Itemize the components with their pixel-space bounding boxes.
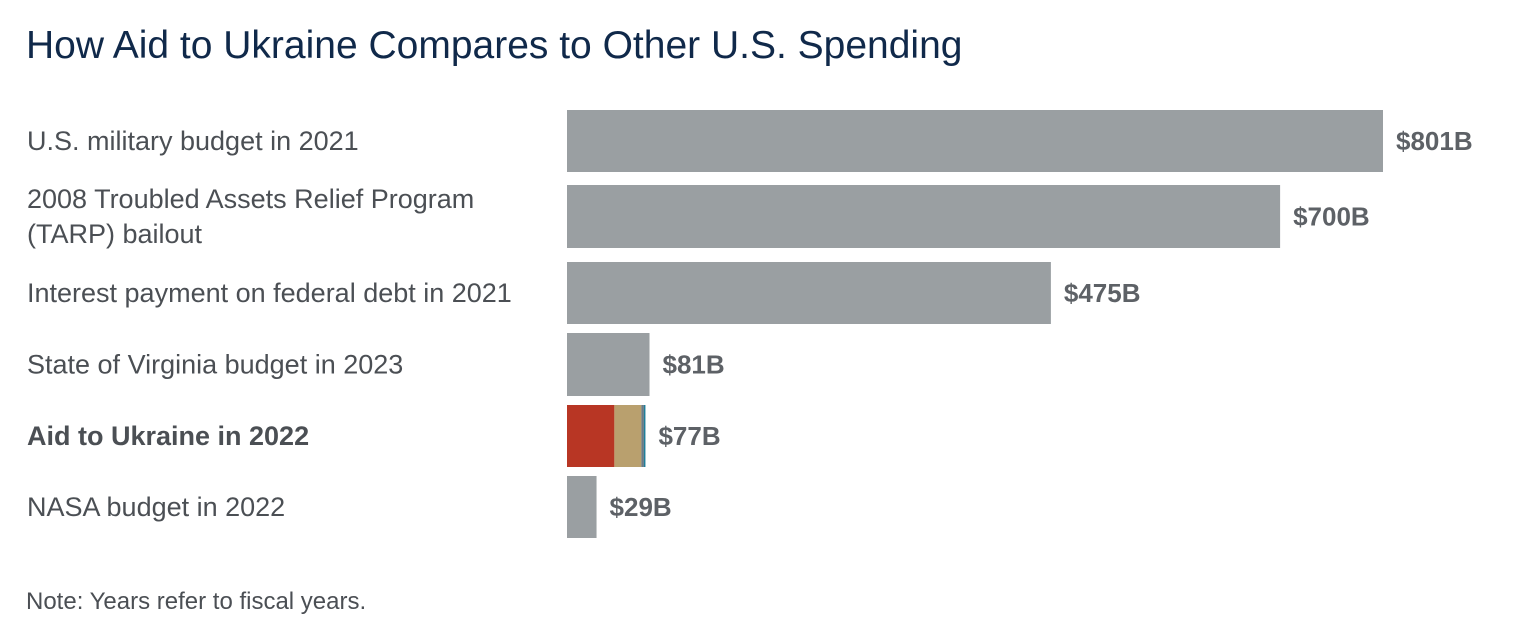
bar-segment-2 [614,405,642,467]
value-labels: $801B $700B $475B $81B $77B $29B [610,126,1473,522]
bar-segment-3 [641,405,644,467]
bar-interest-payment-on-federal-debt-in-2021 [567,262,1051,324]
bar-nasa-budget-in-2022 [567,476,597,538]
value-label-aid-to-ukraine-in-2022: $77B [658,421,720,451]
category-label-2008-troubled-assets-relief-program-tarp-bailout: 2008 Troubled Assets Relief Program (TARP… [27,184,474,249]
value-label-nasa-budget-in-2022: $29B [610,492,672,522]
category-label-aid-to-ukraine-in-2022: Aid to Ukraine in 2022 [27,421,309,451]
value-label-2008-troubled-assets-relief-program-tarp-bailout: $700B [1293,202,1370,232]
bar-2008-troubled-assets-relief-program-tarp-bailout [567,185,1281,248]
value-label-state-of-virginia-budget-in-2023: $81B [663,350,725,380]
bar-segment-1 [567,405,615,467]
category-label-state-of-virginia-budget-in-2023: State of Virginia budget in 2023 [27,350,403,380]
category-labels: U.S. military budget in 2021 2008 Trouble… [27,126,512,522]
value-label-interest-payment-on-federal-debt-in-2021: $475B [1064,278,1141,308]
bar-segment-4 [643,405,646,467]
category-label-u-s-military-budget-in-2021: U.S. military budget in 2021 [27,126,359,156]
chart-note: Note: Years refer to fiscal years. [26,588,367,615]
value-label-u-s-military-budget-in-2021: $801B [1396,126,1473,156]
chart-title: How Aid to Ukraine Compares to Other U.S… [26,24,963,67]
bar-state-of-virginia-budget-in-2023 [567,333,650,396]
bar-u-s-military-budget-in-2021 [567,110,1383,172]
category-label-nasa-budget-in-2022: NASA budget in 2022 [27,492,285,522]
bars [567,110,1383,538]
category-label-interest-payment-on-federal-debt-in-2021: Interest payment on federal debt in 2021 [27,278,512,308]
